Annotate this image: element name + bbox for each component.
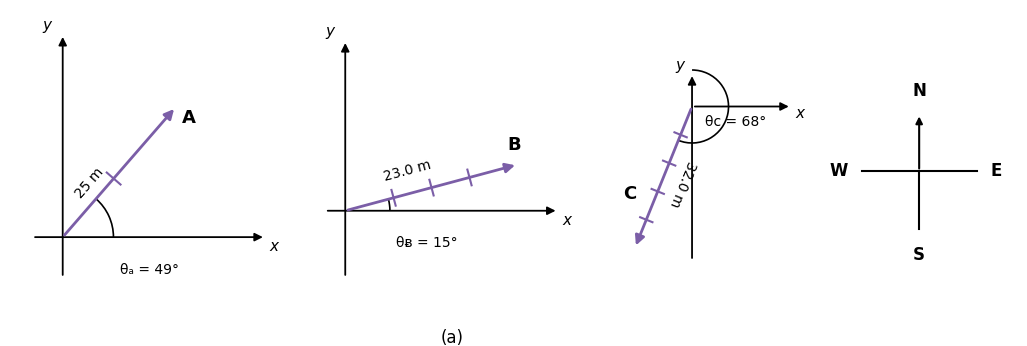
- Text: θₐ = 49°: θₐ = 49°: [119, 263, 179, 277]
- Text: 32.0 m: 32.0 m: [667, 159, 697, 209]
- Text: y: y: [42, 18, 51, 33]
- Text: y: y: [676, 58, 684, 73]
- Text: x: x: [270, 239, 278, 254]
- Text: A: A: [182, 109, 196, 127]
- Text: x: x: [563, 213, 571, 228]
- Text: N: N: [912, 82, 926, 100]
- Text: W: W: [829, 162, 847, 180]
- Text: y: y: [325, 24, 334, 39]
- Text: 25 m: 25 m: [72, 165, 106, 201]
- Text: C: C: [623, 185, 637, 203]
- Text: θᴄ = 68°: θᴄ = 68°: [706, 116, 766, 129]
- Text: (a): (a): [441, 329, 463, 346]
- Text: S: S: [913, 246, 925, 264]
- Text: B: B: [507, 136, 522, 154]
- Text: 23.0 m: 23.0 m: [382, 158, 432, 184]
- Text: x: x: [795, 106, 804, 121]
- Text: θᴃ = 15°: θᴃ = 15°: [396, 236, 458, 250]
- Text: E: E: [991, 162, 1002, 180]
